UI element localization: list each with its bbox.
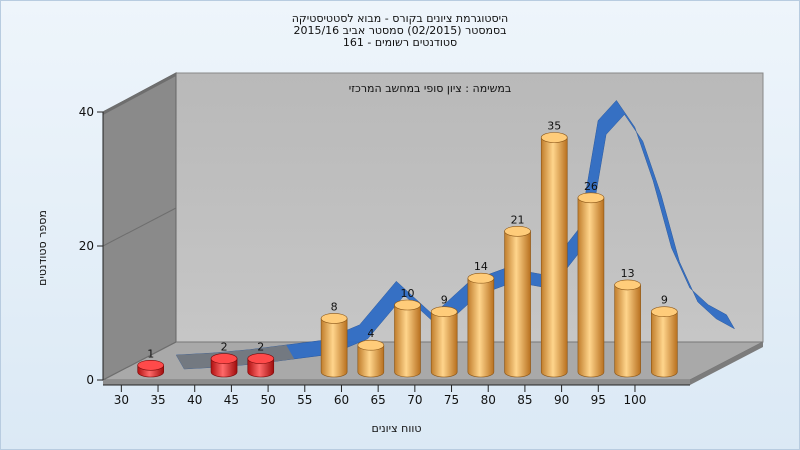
bar-value-label: 26 — [584, 180, 598, 193]
bar-cap — [430, 306, 458, 318]
bar-cap — [210, 353, 238, 364]
bar-body — [540, 137, 568, 378]
x-tick-label: 80 — [481, 393, 496, 407]
bar-cap — [320, 313, 348, 324]
x-tick-label: 95 — [591, 393, 606, 407]
bar-value-label: 2 — [257, 341, 264, 354]
bar — [577, 192, 605, 378]
x-tick-label: 50 — [260, 393, 275, 407]
x-tick-label: 70 — [407, 393, 422, 407]
bar-cap — [247, 353, 275, 364]
chart-title-students: סטודנטים רשומים - 161 — [342, 36, 458, 49]
bar-cap — [504, 226, 531, 237]
bar-value-label: 4 — [367, 327, 374, 340]
bar — [614, 279, 641, 378]
bar-cap — [651, 306, 678, 318]
bar-body — [357, 344, 385, 378]
bar-value-label: 21 — [511, 213, 525, 226]
x-tick-label: 85 — [517, 393, 532, 407]
bar-body — [504, 231, 531, 378]
chart-title: היסטוגרמת ציונים בקורס - מבוא לסטטיסטיקה — [291, 12, 509, 25]
bar-body — [577, 197, 605, 378]
bar-value-label: 35 — [547, 120, 561, 133]
y-axis-title: מספר סטודנטים — [36, 210, 49, 286]
bar — [467, 272, 495, 378]
bar-value-label: 8 — [331, 300, 338, 313]
chart-subtitle: במשימה : ציון סופי במחשב המרכזי — [349, 82, 512, 95]
bar-body — [430, 311, 458, 378]
bar — [357, 339, 385, 378]
bar-body — [651, 311, 678, 378]
bar-value-label: 10 — [401, 287, 415, 300]
bar — [320, 313, 348, 378]
bar — [651, 306, 678, 378]
y-tick-label: 40 — [79, 105, 94, 119]
y-grid-line — [102, 73, 177, 113]
x-tick-label: 40 — [187, 393, 202, 407]
bar-value-label: 2 — [221, 341, 228, 354]
bar-cap — [614, 279, 641, 291]
x-tick-label: 55 — [297, 393, 312, 407]
bar-cap — [137, 359, 164, 371]
bar-value-label: 9 — [441, 294, 448, 307]
bar-value-label: 1 — [147, 347, 154, 360]
floor-edge — [103, 380, 690, 385]
bar-cap — [394, 299, 421, 311]
bar — [504, 226, 531, 378]
bar — [540, 132, 568, 378]
y-grid-line — [102, 341, 177, 381]
x-tick-label: 100 — [624, 393, 647, 407]
x-tick-label: 60 — [334, 393, 349, 407]
y-grid-line — [102, 207, 177, 247]
bar-body — [467, 277, 495, 378]
bar-cap — [357, 339, 385, 351]
bar-cap — [467, 272, 495, 284]
x-tick-label: 90 — [554, 393, 569, 407]
bar — [210, 353, 238, 378]
chart-title-semester: בסמסטר (02/2015) סמסטר אביב 2015/16 — [293, 24, 507, 37]
bar-value-label: 13 — [621, 267, 635, 280]
x-tick-label: 75 — [444, 393, 459, 407]
y-tick-label: 0 — [86, 373, 94, 387]
bar — [430, 306, 458, 378]
bar — [137, 359, 164, 378]
bar-body — [614, 284, 641, 378]
normal-curve — [175, 99, 736, 370]
bar-value-label: 14 — [474, 260, 488, 273]
x-tick-label: 30 — [114, 393, 129, 407]
x-axis-title: טווח ציונים — [372, 422, 422, 435]
bar-cap — [577, 192, 605, 204]
x-tick-label: 45 — [224, 393, 239, 407]
bar-body — [394, 304, 421, 378]
bar — [394, 299, 421, 378]
x-tick-label: 35 — [150, 393, 165, 407]
bar-body — [320, 318, 348, 378]
floor-edge-side — [690, 342, 763, 385]
bar-value-label: 9 — [661, 294, 668, 307]
y-tick-label: 20 — [79, 239, 94, 253]
bar — [247, 353, 275, 378]
bar-cap — [540, 132, 568, 143]
x-tick-label: 65 — [371, 393, 386, 407]
